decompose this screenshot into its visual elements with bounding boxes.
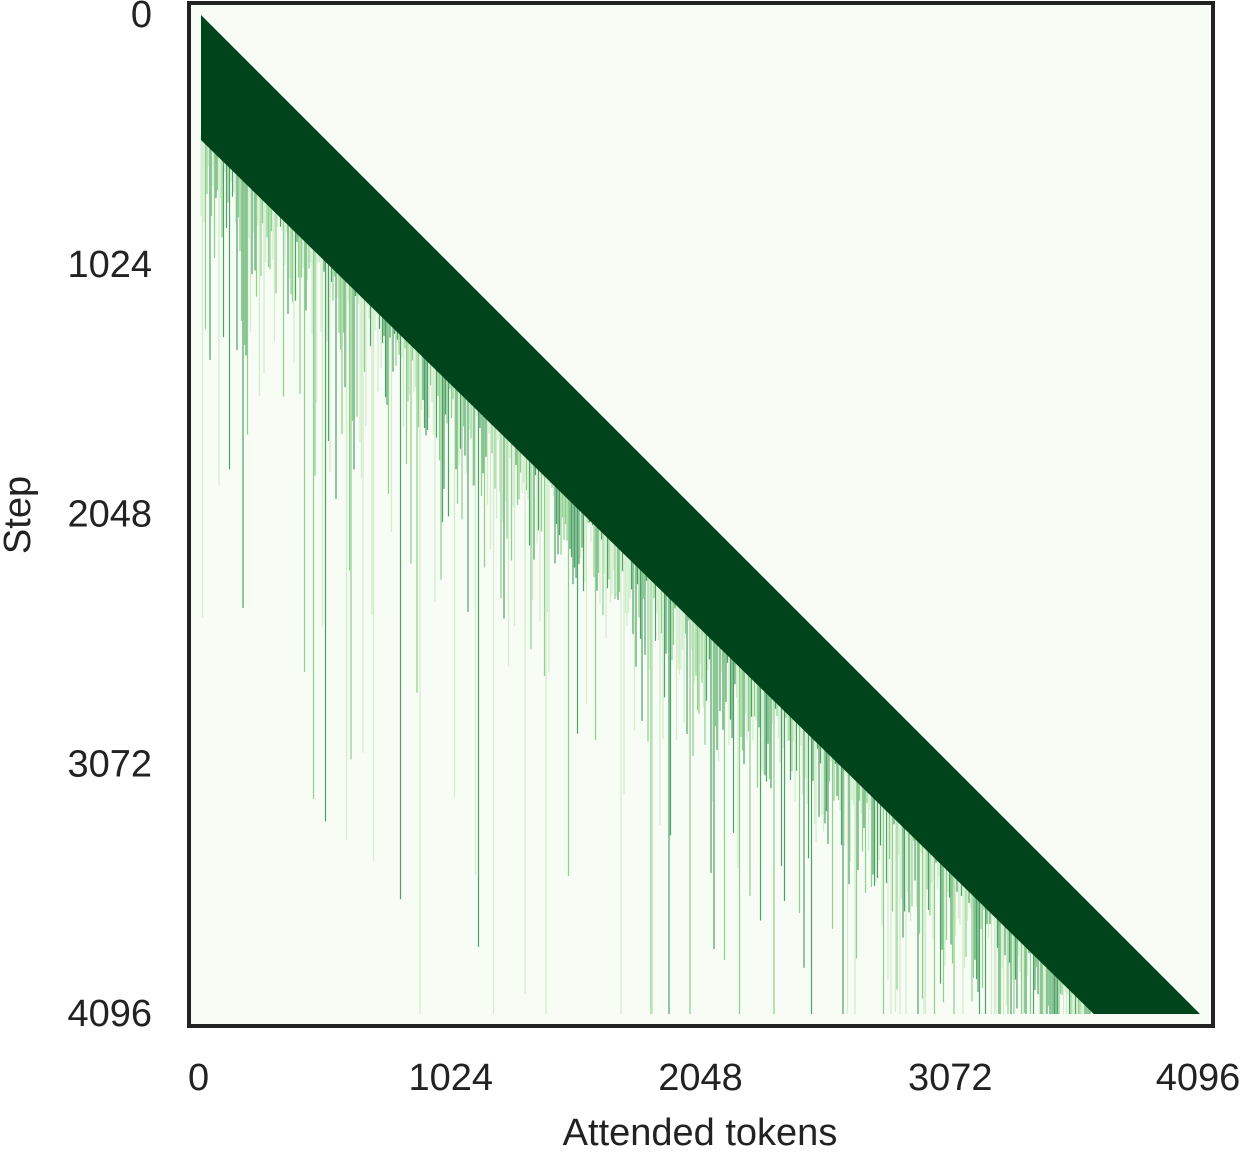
heatmap-background (191, 5, 1211, 1024)
x-tick-label: 1024 (408, 1057, 493, 1099)
plot-frame (187, 1, 1215, 1028)
y-tick-label: 0 (131, 0, 152, 36)
y-axis-label: Step (0, 476, 39, 554)
heatmap (191, 5, 1211, 1024)
x-tick-label: 0 (188, 1057, 209, 1099)
x-axis-label: Attended tokens (563, 1112, 838, 1154)
y-tick-label: 4096 (67, 993, 152, 1035)
x-tick-label: 2048 (658, 1057, 743, 1099)
dense-band (201, 15, 1200, 1014)
x-tick-label: 3072 (908, 1057, 993, 1099)
x-tick-label: 4096 (1156, 1057, 1241, 1099)
y-tick-label: 2048 (67, 494, 152, 536)
y-tick-label: 1024 (67, 244, 152, 286)
y-tick-label: 3072 (67, 743, 152, 785)
